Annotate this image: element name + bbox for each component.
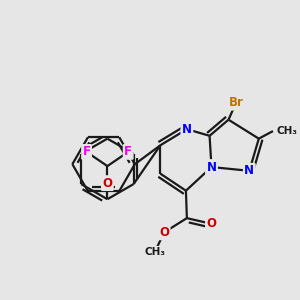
Text: O: O	[159, 226, 169, 239]
Text: CH₃: CH₃	[277, 126, 298, 136]
Text: N: N	[182, 123, 192, 136]
Text: F: F	[124, 146, 132, 158]
Text: O: O	[206, 217, 217, 230]
Text: CH₃: CH₃	[144, 247, 165, 257]
Text: F: F	[82, 146, 91, 158]
Text: N: N	[206, 160, 217, 173]
Text: O: O	[102, 177, 112, 190]
Text: Br: Br	[229, 96, 244, 109]
Text: N: N	[244, 164, 254, 177]
